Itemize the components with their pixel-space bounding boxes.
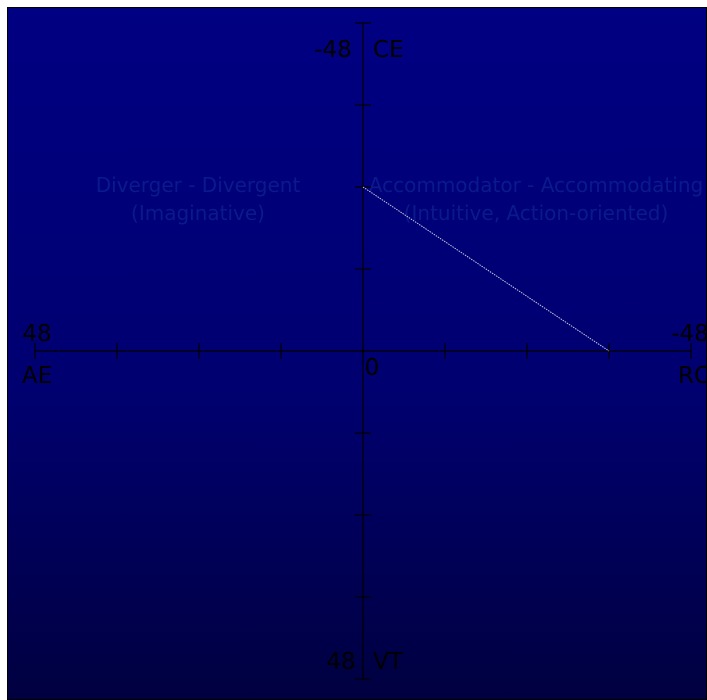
x-axis-right-value: -48 (671, 321, 707, 347)
origin-label: 0 (365, 355, 380, 381)
quadrant-top-right-line-1: Accommodator - Accommodating (369, 173, 703, 197)
x-axis-right-label: RO (678, 363, 707, 389)
y-axis-top-value: -48 (314, 37, 352, 63)
quadrant-top-right-line-2: (Intuitive, Action-oriented) (404, 201, 669, 225)
chart-frame: Diverger - Divergent (Imaginative) Accom… (7, 7, 707, 700)
y-axis-top-label: CE (373, 37, 404, 63)
y-axis-bottom-value: 48 (326, 649, 355, 675)
y-axis-bottom-label: VT (373, 649, 404, 675)
x-axis-left-label: AE (22, 363, 52, 389)
quadrant-top-left-line-2: (Imaginative) (131, 201, 265, 225)
x-axis-left-value: 48 (22, 321, 51, 347)
plot-background (8, 8, 707, 700)
kolb-learning-style-chart: Diverger - Divergent (Imaginative) Accom… (8, 8, 707, 700)
quadrant-top-left-line-1: Diverger - Divergent (96, 173, 301, 197)
